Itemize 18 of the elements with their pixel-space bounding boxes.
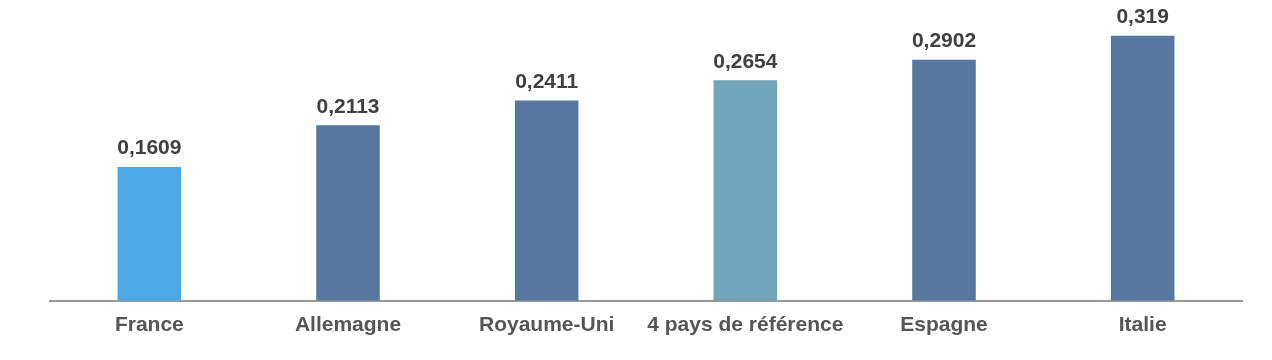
data-label: 0,2654 [713,48,778,72]
x-tick-label: Royaume-Uni [478,312,615,336]
bar [912,59,976,301]
bar [713,80,778,301]
bar [316,125,380,301]
data-label: 0,2902 [911,27,977,51]
bar [1110,35,1175,301]
x-tick-label: 4 pays de référence [647,312,844,336]
data-label: 0,1609 [117,135,182,159]
data-label: 0,2113 [316,93,380,117]
x-tick-label: France [114,312,184,336]
x-tick-label: Espagne [900,312,988,336]
x-tick-label: Allemagne [294,312,402,336]
data-label: 0,319 [1116,4,1169,28]
data-label: 0,2411 [515,68,579,92]
bar [514,100,579,301]
x-tick-label: Italie [1118,312,1167,336]
bar [117,167,182,301]
